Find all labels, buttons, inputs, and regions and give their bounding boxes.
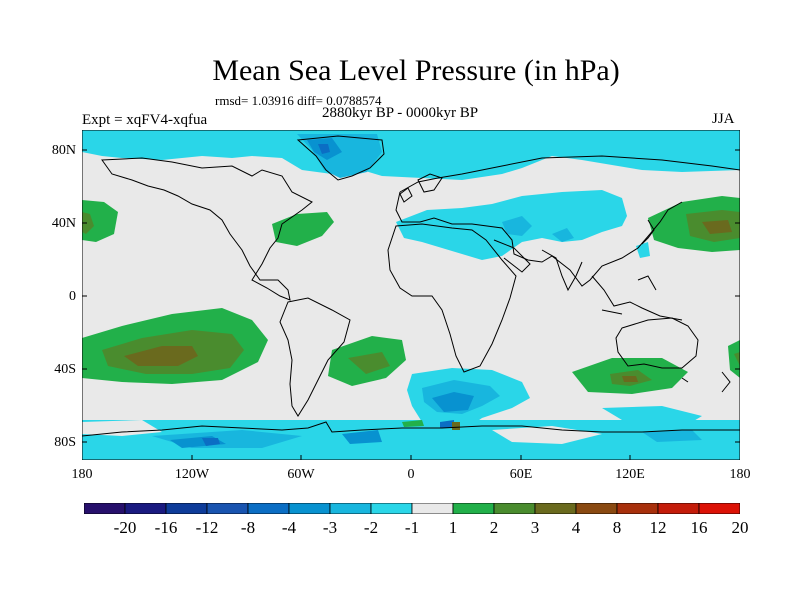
colorbar-label: -20 [113,518,137,537]
colorbar-swatch [329,503,372,514]
colorbar-swatch [288,503,331,514]
lat-label-0: 0 [69,289,76,304]
colorbar-label: -8 [240,518,256,537]
coast-south-america [279,297,351,417]
negative-anomaly-arctic [82,130,740,180]
colorbar-label: -12 [195,518,219,537]
colorbar-label: 2 [489,518,499,537]
colorbar-label: 16 [690,518,708,537]
lon-label-180w: 180 [71,467,93,482]
lat-label-80n: 80N [51,143,76,158]
colorbar-swatch [493,503,536,514]
stats-text: rmsd= 1.03916 diff= 0.0788574 [215,93,382,108]
coast-africa [387,223,517,373]
lat-label-80s: 80S [54,435,76,450]
colorbar-label: -16 [154,518,178,537]
colorbar-label: 3 [530,518,540,537]
coast-se-asia [591,275,683,321]
colorbar [84,503,740,514]
colorbar-label: -4 [281,518,297,537]
colorbar-label: 4 [571,518,581,537]
axis-ticks [82,149,740,460]
colorbar-label: 12 [649,518,667,537]
colorbar-label: 20 [731,518,749,537]
positive-anomaly-regions [82,196,740,430]
colorbar-swatch [370,503,413,514]
period-label: 2880kyr BP - 0000kyr BP [322,105,479,121]
experiment-label: Expt = xqFV4-xqfua [82,112,208,128]
colorbar-label: 8 [612,518,622,537]
lon-label-0: 0 [407,467,415,482]
colorbar-swatch [657,503,700,514]
colorbar-swatch [452,503,495,514]
coast-arabia-india [493,239,583,292]
colorbar-swatch [165,503,208,514]
colorbar-swatch [575,503,618,514]
lon-label-120e: 120E [615,467,645,482]
coast-antarctica [82,421,740,437]
lat-label-40s: 40S [54,362,76,377]
negative-anomaly-antarctic [82,368,740,460]
colorbar-swatch [84,503,126,514]
season-label: JJA [712,111,735,127]
colorbar-swatch [698,503,740,514]
lon-label-120w: 120W [174,467,210,482]
coastlines [82,135,740,437]
colorbar-label: -2 [363,518,379,537]
lon-label-60e: 60E [509,467,533,482]
colorbar-label: -3 [322,518,338,537]
negative-anomaly-eurasia [396,190,650,260]
colorbar-label: -1 [404,518,420,537]
coast-greenland [296,135,385,181]
colorbar-swatch [247,503,290,514]
plot-title: Mean Sea Level Pressure (in hPa) [212,54,620,87]
colorbar-swatch [411,503,454,514]
pressure-anomaly-map [82,130,740,460]
lat-label-40n: 40N [51,216,76,231]
colorbar-swatch [206,503,249,514]
lon-label-60w: 60W [287,467,315,482]
colorbar-label: 1 [448,518,458,537]
lon-label-180e: 180 [729,467,751,482]
colorbar-swatch [534,503,577,514]
coast-australia [615,317,699,369]
colorbar-swatch [124,503,167,514]
colorbar-swatch [616,503,659,514]
coast-north-america [101,157,313,301]
